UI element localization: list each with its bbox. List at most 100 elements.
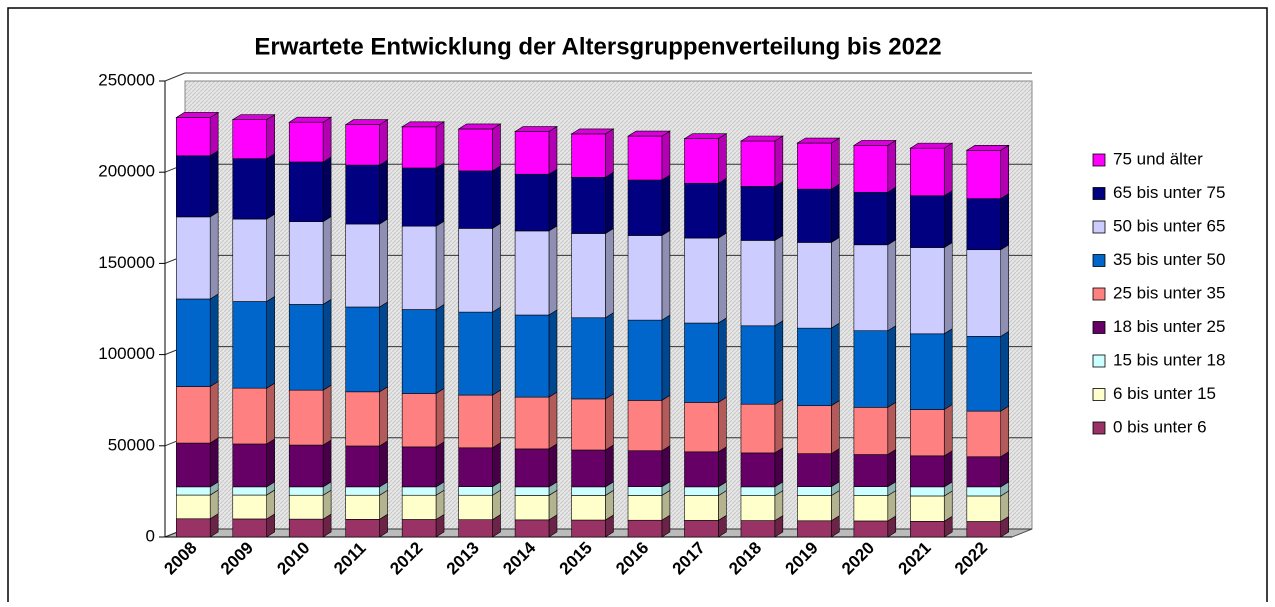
bar-segment [571,177,606,234]
legend-label: 0 bis unter 6 [1113,417,1207,436]
bar-segment [910,195,945,248]
bar-side [774,320,784,405]
bar-segment [232,119,267,160]
bar-side [605,227,614,319]
bar-segment [571,233,606,319]
bar-side [943,403,953,457]
legend-label: 65 bis unter 75 [1113,183,1225,202]
bar-segment [345,223,380,308]
bar-segment [740,403,776,454]
bar-segment [910,521,945,538]
bar-segment [514,173,550,232]
bar-side [887,449,897,488]
bar-segment [458,170,493,229]
bar-segment [175,155,211,218]
bar-segment [853,495,889,522]
bar-side [435,121,445,169]
bar-side [1000,405,1010,458]
bar-side [887,186,897,246]
bar-segment [458,486,493,496]
bar-segment [910,333,945,410]
bar-segment [288,494,324,520]
bar-segment [797,405,832,454]
bar-segment [910,409,945,457]
bar-top [739,135,784,142]
bar-segment [853,520,889,538]
bar-segment [288,121,324,163]
bar-segment [966,456,1002,488]
bar-segment [627,495,663,521]
bar-top [175,112,220,118]
bar-segment [175,386,211,444]
bar-side [661,229,671,321]
legend-swatch [1092,421,1106,435]
bar-side [548,309,558,398]
bar-side [379,119,388,166]
bar-segment [853,454,889,487]
bar-segment [797,327,832,406]
bar-segment [288,304,324,391]
bar-segment [345,445,380,488]
bar-side [774,180,784,241]
bar-segment [571,449,606,488]
bar-segment [797,486,832,496]
bar-segment [740,186,776,241]
bar-segment [966,249,1002,337]
bar-segment [910,455,945,488]
bar-segment [175,298,211,387]
bar-side [209,380,219,444]
bar-side [718,446,727,488]
bar-segment [401,309,437,394]
bar-segment [684,183,719,239]
bar-segment [853,407,889,455]
bar-side [943,241,953,335]
bar-segment [458,494,493,520]
bar-side [435,441,445,488]
bar-segment [797,242,832,329]
bar-side [605,171,614,235]
bar-segment [627,135,663,181]
bar-segment [627,235,663,321]
bar-side [831,137,840,190]
bar-segment [175,216,211,300]
bar-side [266,438,275,488]
bar-segment [288,486,324,496]
bar-side [322,116,332,163]
bar-side [435,220,445,311]
bar-segment [175,494,211,520]
bar-side [1000,451,1010,488]
bar-segment [288,221,324,305]
bar-side [548,225,558,316]
bar-side [1000,244,1010,337]
bar-side [322,384,332,446]
bar-top [514,126,559,132]
bar-side [605,393,614,451]
bar-side [379,159,388,225]
bar-top [626,130,671,137]
bar-side [492,442,501,488]
bar-segment [288,518,324,538]
bar-segment [571,133,606,178]
bar-side [209,437,219,488]
bar-side [831,400,840,455]
bar-segment [514,495,550,521]
legend-swatch [1092,354,1106,368]
bar-segment [401,393,437,448]
bar-top [965,145,1010,151]
bar-segment [797,188,832,243]
bar-side [774,234,784,327]
bar-side [943,190,953,249]
bar-segment [345,519,380,538]
legend-label: 15 bis unter 18 [1113,350,1225,369]
bar-segment [797,142,832,190]
chart-title: Erwartete Entwicklung der Altersgruppenv… [254,33,941,60]
bar-side [887,325,897,408]
bar-top [457,123,502,130]
bar-segment [740,452,776,488]
legend-label: 25 bis unter 35 [1113,283,1225,302]
bar-segment [401,486,437,496]
bar-segment [571,495,606,521]
y-tick-label: 100000 [98,344,155,363]
bar-top [401,121,446,128]
bar-top [683,133,728,139]
